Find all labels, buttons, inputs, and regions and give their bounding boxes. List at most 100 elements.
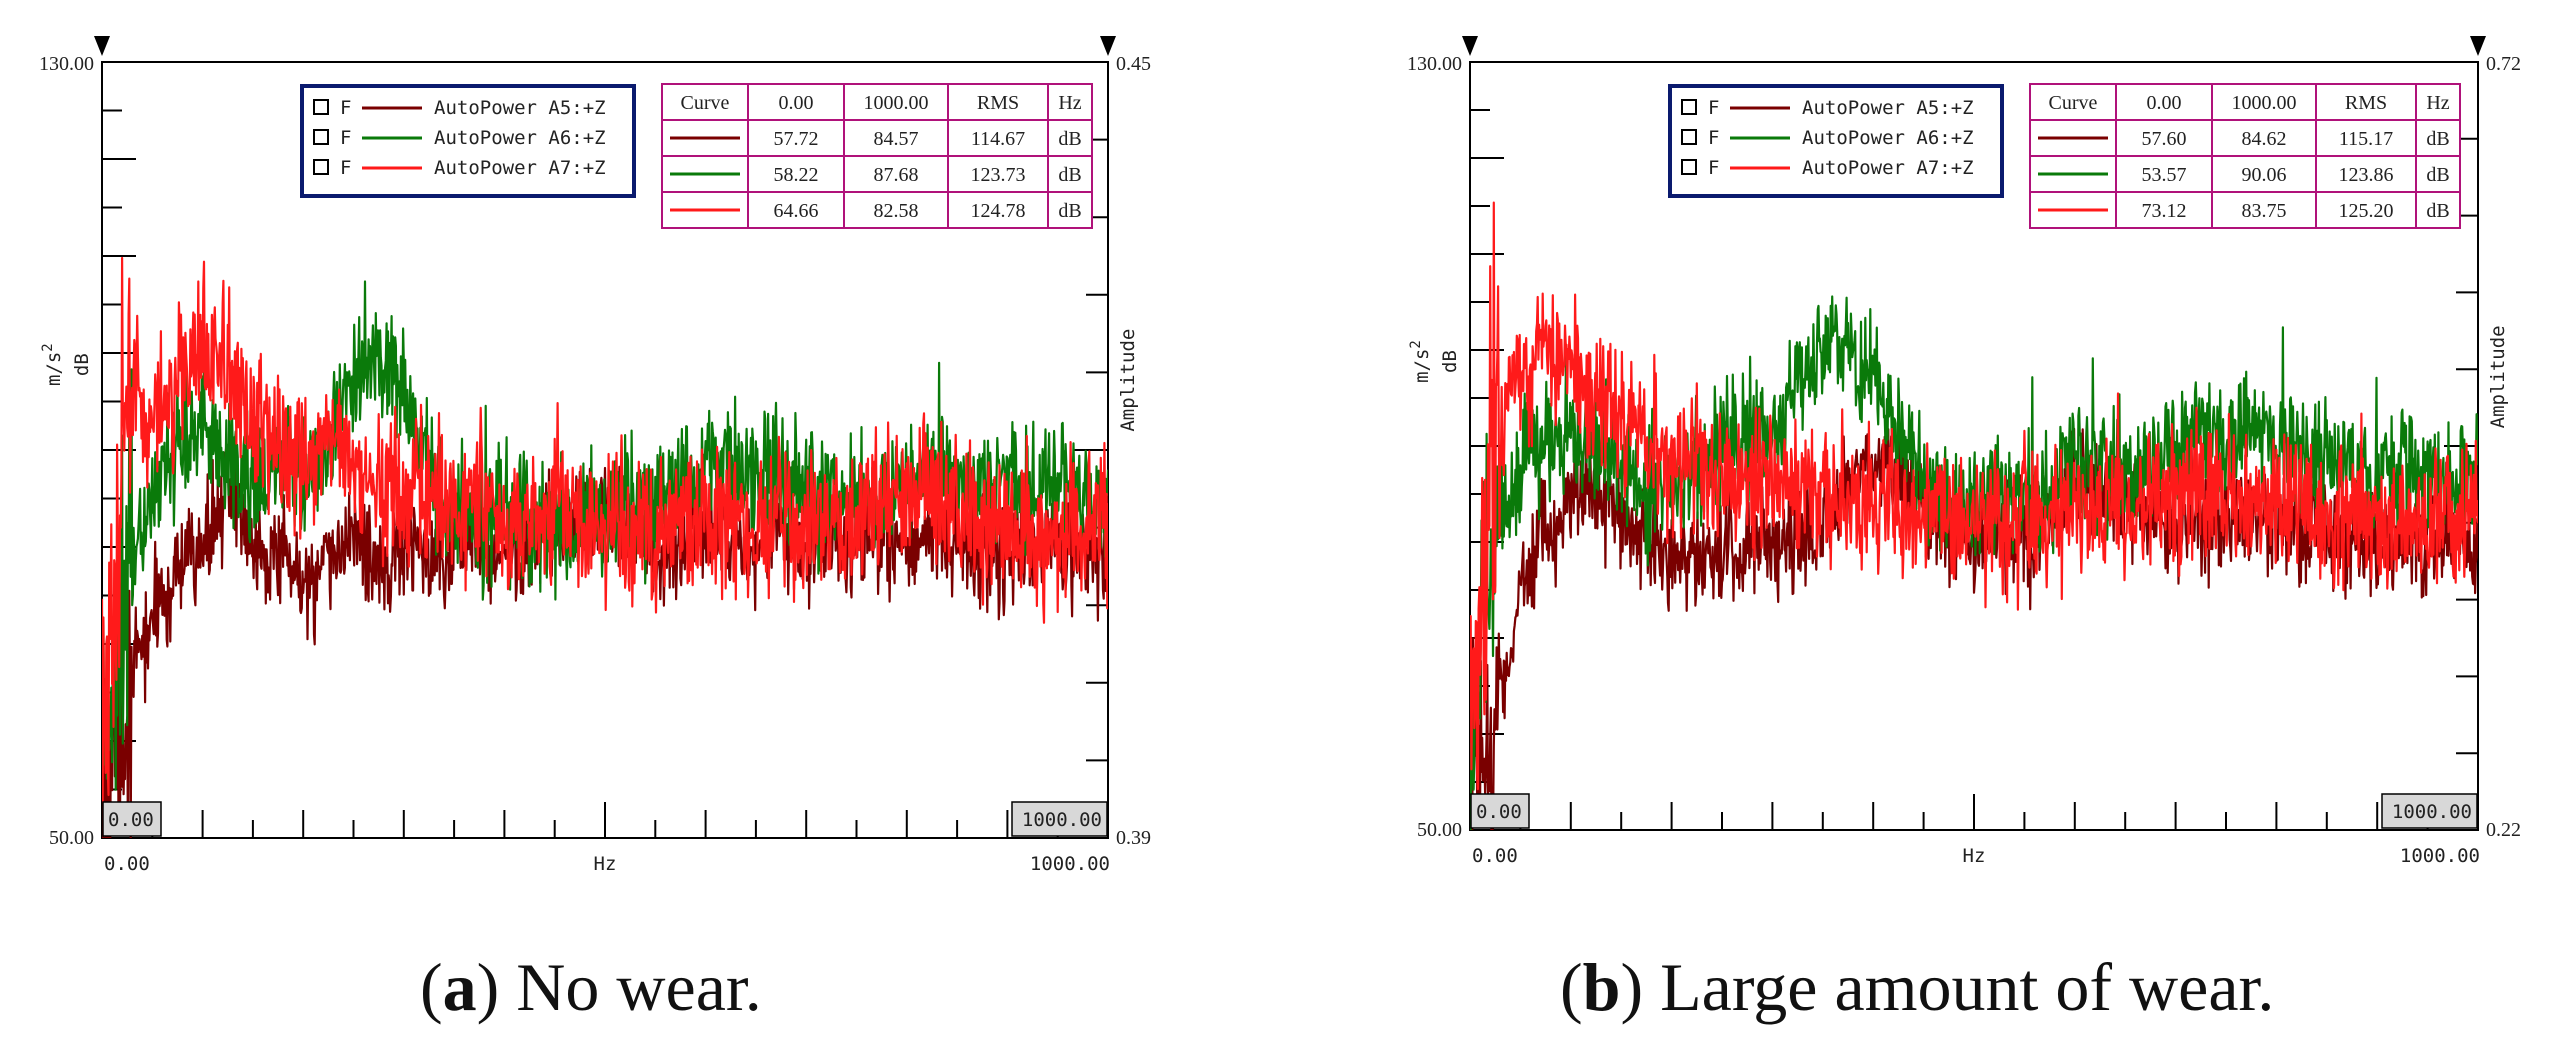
y-unit-superscript: 2: [1408, 340, 1424, 348]
caption-letter: b: [1583, 949, 1621, 1025]
legend-check-label: F: [1708, 97, 1719, 119]
chart-panel-a: 130.00 50.00 0.45 0.39 m/s2 dB Amplitude 0.00 10…: [39, 36, 1151, 1025]
stats-cell: dB: [1058, 164, 1081, 186]
y-min-label: 50.00: [1417, 819, 1462, 841]
stats-cell: 57.72: [774, 128, 819, 150]
legend-check-label: F: [340, 127, 351, 149]
x-min-label: 0.00: [1472, 845, 1518, 867]
caption: (a) No wear.: [420, 949, 762, 1025]
right-axis-label: Amplitude: [1117, 329, 1139, 432]
caption-text: ) Large amount of wear.: [1620, 949, 2274, 1025]
stats-cell: 82.58: [874, 200, 919, 222]
right-axis-label: Amplitude: [2487, 325, 2509, 428]
stats-cell: 84.57: [874, 128, 919, 150]
y-unit-db-label: dB: [1439, 350, 1461, 373]
stats-cell: 123.73: [971, 164, 1026, 186]
y2-max-label: 0.72: [2486, 53, 2521, 75]
series-line-3: [102, 256, 1108, 803]
x-unit-label: Hz: [594, 853, 617, 875]
legend-checkbox[interactable]: [1681, 99, 1697, 115]
stats-cell: 64.66: [774, 200, 819, 222]
cursor-marker-left[interactable]: [1462, 36, 1478, 56]
stats-cell: 73.12: [2142, 200, 2187, 222]
x-min-label: 0.00: [104, 853, 150, 875]
y2-min-label: 0.22: [2486, 819, 2521, 841]
stats-cell: 125.20: [2339, 200, 2394, 222]
y2-min-label: 0.39: [1116, 827, 1151, 849]
caption-open: (: [420, 949, 443, 1025]
cursor-box-right-value: 1000.00: [1022, 809, 1102, 831]
stats-header-cell: RMS: [977, 92, 1019, 114]
series-line-1: [1470, 413, 2478, 830]
stats-cell: 123.86: [2339, 164, 2394, 186]
stats-cell: 87.68: [874, 164, 919, 186]
legend-entry-label: AutoPower A7:+Z: [1802, 157, 1974, 179]
legend-checkbox[interactable]: [313, 129, 329, 145]
legend-entry-label: AutoPower A5:+Z: [1802, 97, 1974, 119]
stats-cell: dB: [2426, 164, 2449, 186]
cursor-box-left-value: 0.00: [108, 809, 154, 831]
legend-checkbox[interactable]: [313, 99, 329, 115]
stats-cell: 115.17: [2339, 128, 2393, 150]
caption-open: (: [1560, 949, 1583, 1025]
stats-cell: 58.22: [774, 164, 819, 186]
y-unit-label: m/s2: [40, 343, 65, 386]
stats-header-cell: Curve: [681, 92, 730, 114]
series-line-3: [1470, 201, 2478, 791]
legend-entry-label: AutoPower A5:+Z: [434, 97, 606, 119]
stats-cell: dB: [1058, 200, 1081, 222]
legend-entry-label: AutoPower A6:+Z: [1802, 127, 1974, 149]
stats-header-cell: Hz: [1058, 92, 1081, 114]
legend-check-label: F: [340, 157, 351, 179]
stats-cell: dB: [1058, 128, 1081, 150]
legend-check-label: F: [340, 97, 351, 119]
series-group: [102, 256, 1108, 838]
cursor-box-left[interactable]: [102, 801, 162, 837]
cursor-box-left-value: 0.00: [1476, 801, 1522, 823]
stats-header-cell: 1000.00: [2232, 92, 2297, 114]
y-unit-label: m/s2: [1408, 340, 1433, 383]
cursor-box-right[interactable]: [2381, 793, 2478, 829]
caption: (b) Large amount of wear.: [1560, 949, 2274, 1025]
stats-cell: 124.78: [971, 200, 1026, 222]
stats-header-cell: RMS: [2345, 92, 2387, 114]
stats-header-cell: 0.00: [2147, 92, 2182, 114]
cursor-box-left[interactable]: [1470, 793, 1530, 829]
stats-cell: 114.67: [971, 128, 1025, 150]
x-unit-label: Hz: [1963, 845, 1986, 867]
stats-cell: dB: [2426, 200, 2449, 222]
cursor-marker-left[interactable]: [94, 36, 110, 56]
legend-checkbox[interactable]: [1681, 129, 1697, 145]
stats-cell: 57.60: [2142, 128, 2187, 150]
chart-panel-b: 130.00 50.00 0.72 0.22 m/s2 dB Amplitude 0.00 10…: [1407, 36, 2521, 1025]
legend-check-label: F: [1708, 157, 1719, 179]
stats-header-cell: Curve: [2049, 92, 2098, 114]
caption-letter: a: [443, 949, 477, 1025]
stats-cell: 53.57: [2142, 164, 2187, 186]
x-max-label: 1000.00: [1030, 853, 1110, 875]
series-group: [1470, 201, 2478, 830]
cursor-box-right-value: 1000.00: [2392, 801, 2472, 823]
cursor-box-right[interactable]: [1011, 801, 1108, 837]
y-min-label: 50.00: [49, 827, 94, 849]
legend-box: [300, 84, 636, 198]
legend-check-label: F: [1708, 127, 1719, 149]
stats-header-cell: 1000.00: [864, 92, 929, 114]
y-max-label: 130.00: [39, 53, 94, 75]
x-max-label: 1000.00: [2400, 845, 2480, 867]
legend-checkbox[interactable]: [1681, 159, 1697, 175]
stats-header-cell: 0.00: [779, 92, 814, 114]
cursor-marker-right[interactable]: [1100, 36, 1116, 56]
legend-box: [1668, 84, 2004, 198]
stats-cell: 84.62: [2242, 128, 2287, 150]
stats-cell: 90.06: [2242, 164, 2287, 186]
legend-checkbox[interactable]: [313, 159, 329, 175]
y2-max-label: 0.45: [1116, 53, 1151, 75]
stats-cell: 83.75: [2242, 200, 2287, 222]
caption-text: ) No wear.: [477, 949, 762, 1025]
y-max-label: 130.00: [1407, 53, 1462, 75]
stats-cell: dB: [2426, 128, 2449, 150]
cursor-marker-right[interactable]: [2470, 36, 2486, 56]
legend-entry-label: AutoPower A7:+Z: [434, 157, 606, 179]
